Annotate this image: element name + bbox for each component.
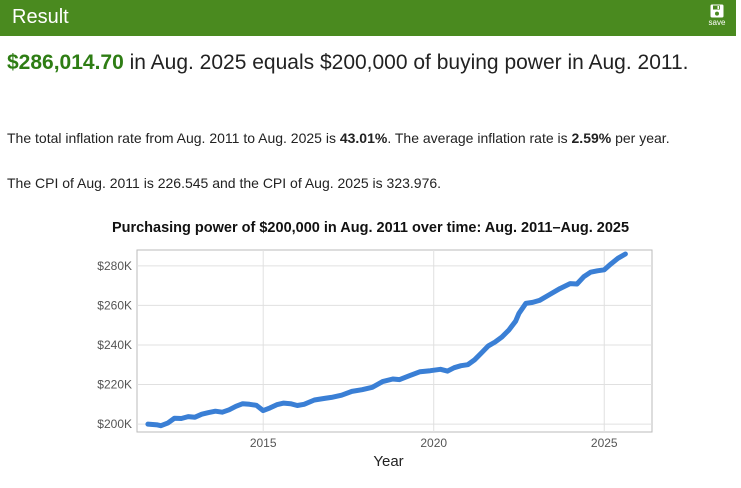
summary-text-2: . The average inflation rate is [387,130,572,146]
inflation-summary: The total inflation rate from Aug. 2011 … [7,130,729,147]
average-inflation-rate: 2.59% [571,130,612,146]
summary-text-1: The total inflation rate from Aug. 2011 … [7,130,340,146]
y-tick-label: $200K [97,417,132,431]
save-button[interactable]: save [704,4,730,32]
purchasing-power-chart: $200K $220K $240K $260K $280K 2015 2020 2025 Yea… [97,249,653,470]
series-line [145,251,628,429]
result-title: Result [12,6,69,28]
x-tick-label: 2015 [250,436,277,450]
total-inflation-rate: 43.01% [339,130,388,146]
y-tick-label: $260K [97,298,132,312]
chart-title: Purchasing power of $200,000 in Aug. 201… [111,220,630,236]
floppy-disk-icon [710,4,724,18]
result-amount: $286,014.70 [7,51,124,74]
x-tick-label: 2025 [591,436,618,450]
x-tick-label: 2020 [420,436,447,450]
summary-text-3: per year. [611,130,670,146]
save-label: save [708,18,726,27]
result-statement: in Aug. 2025 equals $200,000 of buying p… [123,51,689,74]
cpi-summary: The CPI of Aug. 2011 is 226.545 and the … [7,175,442,191]
y-tick-label: $280K [97,259,132,273]
plot-area [136,249,653,433]
x-axis-label: Year [373,453,403,470]
result-headline: $286,014.70 in Aug. 2025 equals $200,000… [7,49,722,76]
y-tick-label: $220K [97,378,132,392]
result-header: Result save [0,0,736,36]
y-tick-label: $240K [97,338,132,352]
